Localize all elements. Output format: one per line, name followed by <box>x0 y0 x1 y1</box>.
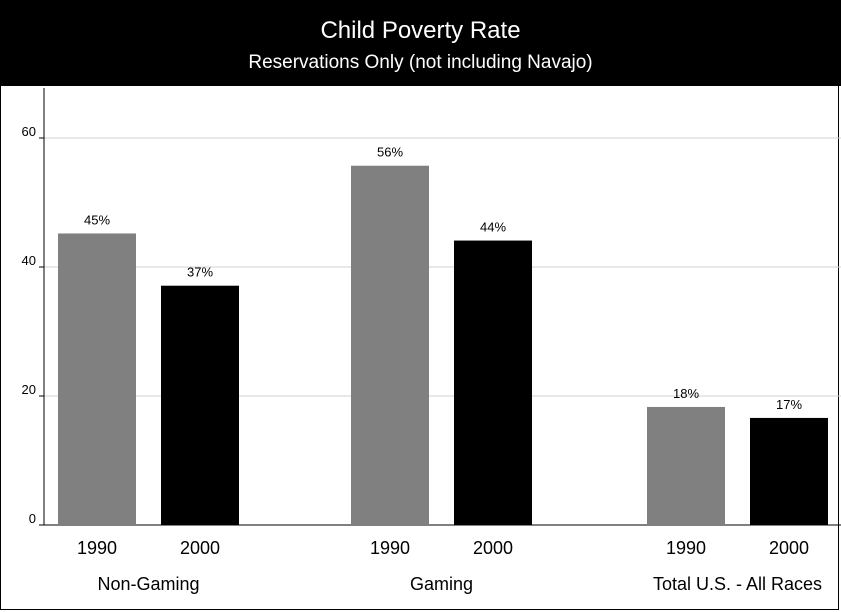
bar <box>750 417 828 525</box>
group-label: Non-Gaming <box>97 574 199 594</box>
data-label: 44% <box>480 220 506 235</box>
title-band: Child Poverty Rate Reservations Only (no… <box>0 0 841 86</box>
data-label: 37% <box>187 265 213 280</box>
bar <box>161 285 239 525</box>
y-tick-label: 20 <box>22 382 36 397</box>
bar <box>58 233 136 525</box>
x-tick-label: 1990 <box>77 538 117 558</box>
chart-title: Child Poverty Rate <box>320 17 521 44</box>
group-label: Total U.S. - All Races <box>653 574 822 594</box>
data-label: 56% <box>377 145 403 160</box>
data-label: 17% <box>776 397 802 412</box>
bar <box>454 240 532 525</box>
data-label: 45% <box>84 212 110 227</box>
data-label: 18% <box>673 386 699 401</box>
x-tick-label: 1990 <box>666 538 706 558</box>
bar <box>647 406 725 525</box>
chart-subtitle: Reservations Only (not including Navajo) <box>248 52 593 73</box>
y-tick-label: 60 <box>22 124 36 139</box>
x-tick-label: 2000 <box>180 538 220 558</box>
y-tick-label: 0 <box>29 511 36 526</box>
bar <box>351 165 429 526</box>
x-tick-label: 2000 <box>473 538 513 558</box>
y-tick-label: 40 <box>22 253 36 268</box>
x-tick-label: 2000 <box>769 538 809 558</box>
x-tick-label: 1990 <box>370 538 410 558</box>
group-label: Gaming <box>410 574 473 594</box>
